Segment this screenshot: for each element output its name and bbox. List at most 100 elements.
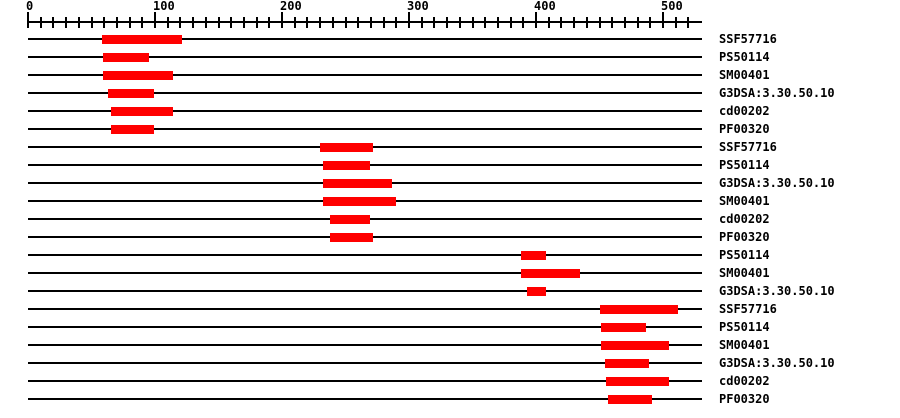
axis-minor-tick	[484, 17, 487, 28]
signature-label: G3DSA:3.30.50.10	[719, 356, 835, 370]
axis-minor-tick	[306, 17, 309, 28]
domain-bar	[110, 107, 173, 116]
axis-minor-tick	[649, 17, 652, 28]
axis-minor-tick	[623, 17, 626, 28]
domain-bar	[322, 161, 370, 170]
axis-minor-tick	[560, 17, 563, 28]
axis-minor-tick	[141, 17, 144, 28]
axis-minor-tick	[471, 17, 474, 28]
axis-minor-tick	[585, 17, 588, 28]
domain-bar	[101, 35, 182, 44]
signature-label: SSF57716	[719, 302, 777, 316]
axis-minor-tick	[77, 17, 80, 28]
signature-label: SM00401	[719, 338, 770, 352]
signature-label: PF00320	[719, 230, 770, 244]
axis-major-tick	[154, 12, 156, 28]
signature-label: cd00202	[719, 104, 770, 118]
sequence-line	[28, 308, 703, 310]
domain-bar	[527, 287, 547, 296]
axis-minor-tick	[204, 17, 207, 28]
axis-minor-tick	[687, 17, 690, 28]
axis-minor-tick	[39, 17, 42, 28]
signature-label: SM00401	[719, 266, 770, 280]
axis-tick-label: 500	[661, 0, 683, 13]
axis-minor-tick	[90, 17, 93, 28]
signature-label: SSF57716	[719, 32, 777, 46]
signature-label: PS50114	[719, 158, 770, 172]
signature-label: PS50114	[719, 320, 770, 334]
axis-minor-tick	[522, 17, 525, 28]
signature-label: PS50114	[719, 50, 770, 64]
domain-bar	[102, 53, 149, 62]
sequence-line	[28, 74, 703, 76]
signature-label: G3DSA:3.30.50.10	[719, 86, 835, 100]
signature-label: SSF57716	[719, 140, 777, 154]
axis-minor-tick	[268, 17, 271, 28]
signature-label: SM00401	[719, 194, 770, 208]
axis-tick-label: 400	[534, 0, 556, 13]
sequence-line	[28, 344, 703, 346]
axis-minor-tick	[344, 17, 347, 28]
signature-label: SM00401	[719, 68, 770, 82]
axis-minor-tick	[331, 17, 334, 28]
axis-minor-tick	[179, 17, 182, 28]
axis-minor-tick	[598, 17, 601, 28]
sequence-line	[28, 110, 703, 112]
sequence-line	[28, 92, 703, 94]
axis-minor-tick	[395, 17, 398, 28]
axis-minor-tick	[52, 17, 55, 28]
axis-minor-tick	[420, 17, 423, 28]
axis-major-tick	[281, 12, 283, 28]
domain-bar	[608, 395, 652, 404]
axis-minor-tick	[382, 17, 385, 28]
sequence-line	[28, 326, 703, 328]
signature-label: G3DSA:3.30.50.10	[719, 176, 835, 190]
sequence-line	[28, 128, 703, 130]
axis-major-tick	[27, 12, 29, 28]
domain-bar	[322, 179, 393, 188]
domain-bar	[604, 359, 650, 368]
domain-bar	[110, 125, 154, 134]
axis-minor-tick	[166, 17, 169, 28]
sequence-line	[28, 38, 703, 40]
axis-major-tick	[408, 12, 410, 28]
domain-bar	[600, 323, 647, 332]
axis-minor-tick	[242, 17, 245, 28]
domain-bar	[102, 71, 173, 80]
axis-minor-tick	[573, 17, 576, 28]
axis-minor-tick	[547, 17, 550, 28]
sequence-line	[28, 362, 703, 364]
sequence-line	[28, 56, 703, 58]
domain-bar	[322, 197, 397, 206]
signature-label: PF00320	[719, 392, 770, 406]
axis-minor-tick	[357, 17, 360, 28]
domain-bar	[600, 341, 670, 350]
axis-minor-tick	[128, 17, 131, 28]
axis-line	[28, 21, 703, 23]
axis-minor-tick	[433, 17, 436, 28]
axis-minor-tick	[293, 17, 296, 28]
axis-minor-tick	[636, 17, 639, 28]
sequence-line	[28, 254, 703, 256]
axis-minor-tick	[319, 17, 322, 28]
axis-minor-tick	[369, 17, 372, 28]
axis-minor-tick	[611, 17, 614, 28]
sequence-line	[28, 380, 703, 382]
domain-bar	[605, 377, 670, 386]
axis-tick-label: 200	[280, 0, 302, 13]
axis-tick-label: 300	[407, 0, 429, 13]
signature-label: PF00320	[719, 122, 770, 136]
sequence-line	[28, 272, 703, 274]
axis-minor-tick	[446, 17, 449, 28]
signature-label: cd00202	[719, 374, 770, 388]
signature-label: cd00202	[719, 212, 770, 226]
axis-minor-tick	[496, 17, 499, 28]
domain-bar	[330, 233, 374, 242]
axis-tick-label: 0	[26, 0, 34, 13]
axis-minor-tick	[509, 17, 512, 28]
axis-minor-tick	[255, 17, 258, 28]
axis-minor-tick	[674, 17, 677, 28]
domain-bar	[520, 269, 581, 278]
axis-major-tick	[662, 12, 664, 28]
